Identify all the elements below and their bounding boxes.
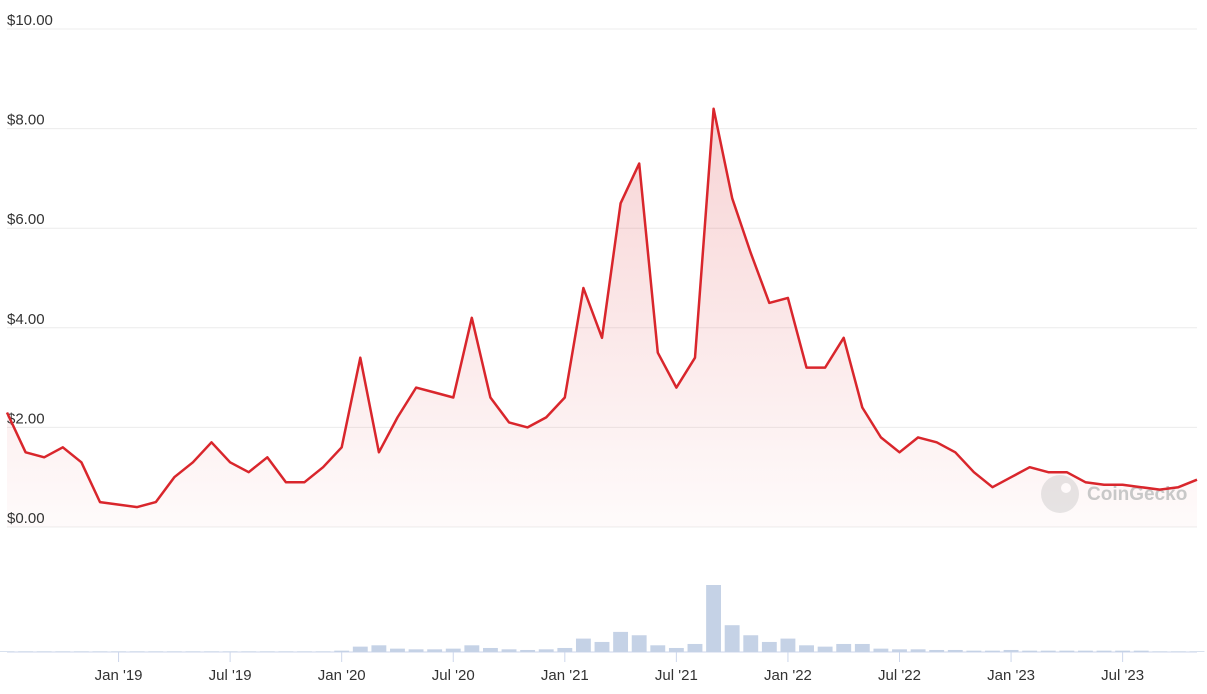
volume-bar bbox=[204, 651, 219, 652]
volume-bar bbox=[613, 631, 629, 652]
x-tick-label: Jul '21 bbox=[655, 667, 698, 684]
x-tick-label: Jan '21 bbox=[541, 667, 589, 684]
volume-bar bbox=[743, 635, 759, 652]
volume-bar bbox=[929, 649, 945, 652]
x-tick-label: Jul '19 bbox=[209, 667, 252, 684]
volume-bar bbox=[1059, 650, 1075, 652]
volume-bar bbox=[445, 648, 461, 652]
volume-bar bbox=[873, 648, 889, 652]
volume-bar bbox=[148, 651, 164, 652]
y-tick-label: $6.00 bbox=[7, 211, 45, 228]
volume-bar bbox=[259, 651, 275, 652]
y-tick-label: $10.00 bbox=[7, 12, 53, 29]
volume-bar bbox=[55, 651, 71, 652]
volume-bar bbox=[278, 651, 294, 652]
volume-bar bbox=[166, 651, 182, 652]
x-tick-label: Jan '22 bbox=[764, 667, 812, 684]
volume-bar bbox=[706, 585, 721, 652]
volume-bar bbox=[1115, 650, 1131, 652]
volume-bar bbox=[1170, 651, 1186, 652]
volume-bar bbox=[594, 641, 610, 652]
x-tick-label: Jan '19 bbox=[95, 667, 143, 684]
volume-bar bbox=[966, 650, 982, 652]
x-tick-label: Jul '23 bbox=[1101, 667, 1144, 684]
volume-bar bbox=[1003, 649, 1019, 652]
volume-bar bbox=[483, 647, 498, 652]
volume-bar bbox=[947, 649, 963, 652]
volume-bar bbox=[111, 651, 126, 652]
volume-bar bbox=[427, 649, 443, 652]
y-tick-label: $4.00 bbox=[7, 311, 45, 328]
volume-bar bbox=[1152, 651, 1168, 652]
volume-bar bbox=[18, 651, 34, 652]
volume-bar bbox=[687, 643, 703, 652]
price-area bbox=[7, 108, 1197, 527]
volume-bar bbox=[780, 638, 796, 652]
volume-bar bbox=[1096, 650, 1112, 652]
volume-bar bbox=[836, 643, 852, 652]
volume-bar bbox=[668, 647, 684, 652]
volume-bar bbox=[854, 643, 870, 652]
volume-bar bbox=[1133, 650, 1149, 652]
y-tick-label: $8.00 bbox=[7, 112, 45, 129]
volume-bar bbox=[575, 638, 591, 652]
volume-bar bbox=[501, 649, 517, 652]
volume-bar bbox=[631, 635, 647, 652]
volume-bar bbox=[92, 651, 108, 652]
watermark-logo bbox=[1041, 475, 1079, 513]
volume-bar bbox=[557, 647, 573, 652]
volume-bar bbox=[0, 651, 15, 652]
volume-bar bbox=[36, 651, 52, 652]
volume-bar bbox=[985, 650, 1000, 652]
x-tick-label: Jul '22 bbox=[878, 667, 921, 684]
y-tick-label: $0.00 bbox=[7, 510, 45, 527]
y-tick-label: $2.00 bbox=[7, 410, 45, 427]
volume-bar bbox=[761, 641, 777, 652]
volume-bar bbox=[520, 649, 536, 652]
volume-bar bbox=[129, 651, 145, 652]
volume-bar bbox=[334, 650, 350, 652]
x-tick-label: Jan '20 bbox=[318, 667, 366, 684]
volume-bar bbox=[1078, 650, 1093, 652]
volume-bar bbox=[1022, 650, 1038, 652]
x-tick-label: Jan '23 bbox=[987, 667, 1035, 684]
volume-bar bbox=[241, 651, 257, 652]
volume-bar bbox=[799, 645, 814, 652]
volume-bar bbox=[408, 649, 424, 652]
volume-bar bbox=[185, 651, 201, 652]
volume-bar bbox=[352, 646, 368, 652]
volume-bar bbox=[73, 651, 89, 652]
volume-bar bbox=[315, 651, 331, 652]
volume-bar bbox=[297, 651, 312, 652]
volume-bar bbox=[650, 645, 666, 652]
volume-bar bbox=[371, 645, 387, 652]
volume-bar bbox=[910, 649, 926, 652]
volume-bar bbox=[724, 625, 740, 652]
volume-bar bbox=[538, 649, 554, 652]
price-line bbox=[5, 107, 1198, 509]
volume-bar bbox=[390, 648, 405, 652]
volume-bar bbox=[817, 646, 833, 652]
x-tick-label: Jul '20 bbox=[432, 667, 475, 684]
volume-bar bbox=[464, 645, 480, 652]
volume-bar bbox=[1189, 651, 1205, 652]
volume-bar bbox=[1040, 650, 1056, 652]
volume-bar bbox=[892, 649, 907, 652]
volume-bar bbox=[222, 651, 238, 652]
